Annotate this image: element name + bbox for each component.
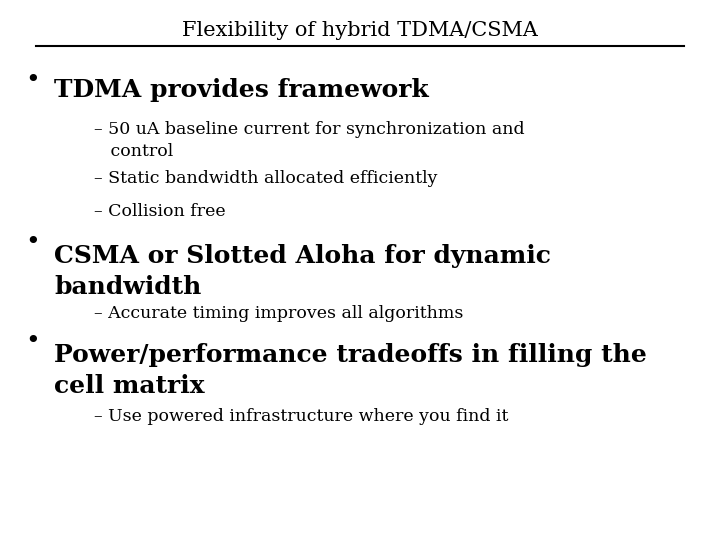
Text: TDMA provides framework: TDMA provides framework xyxy=(54,78,428,102)
Text: – Static bandwidth allocated efficiently: – Static bandwidth allocated efficiently xyxy=(94,170,437,187)
Text: – Collision free: – Collision free xyxy=(94,202,225,219)
Text: – Use powered infrastructure where you find it: – Use powered infrastructure where you f… xyxy=(94,408,508,424)
Text: •: • xyxy=(25,69,40,92)
Text: Flexibility of hybrid TDMA/CSMA: Flexibility of hybrid TDMA/CSMA xyxy=(182,21,538,39)
Text: – Accurate timing improves all algorithms: – Accurate timing improves all algorithm… xyxy=(94,305,463,322)
Text: – 50 uA baseline current for synchronization and
   control: – 50 uA baseline current for synchroniza… xyxy=(94,122,524,160)
Text: Power/performance tradeoffs in filling the
cell matrix: Power/performance tradeoffs in filling t… xyxy=(54,343,647,397)
Text: CSMA or Slotted Aloha for dynamic
bandwidth: CSMA or Slotted Aloha for dynamic bandwi… xyxy=(54,244,551,299)
Text: •: • xyxy=(25,330,40,354)
Text: •: • xyxy=(25,231,40,254)
